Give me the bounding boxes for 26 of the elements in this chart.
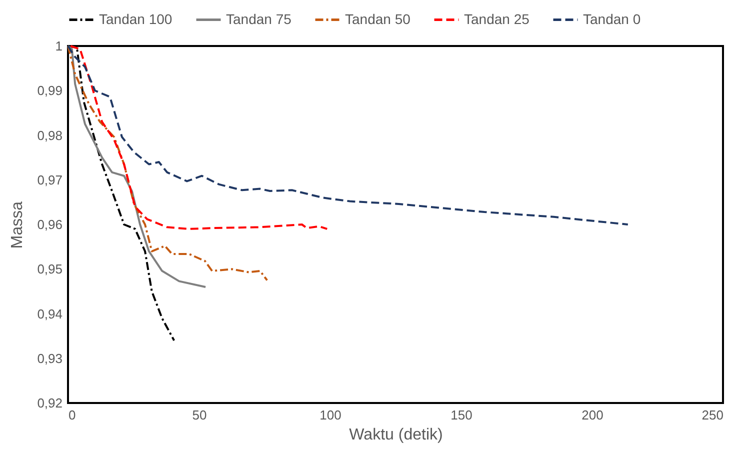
y-tick-label: 0,98 <box>37 128 62 143</box>
line-series <box>67 45 207 288</box>
y-tick-label: 0,95 <box>37 262 62 277</box>
x-tick-label: 150 <box>450 408 472 422</box>
legend-label: Tandan 100 <box>99 10 172 27</box>
x-tick-label: 50 <box>192 408 207 422</box>
x-axis-title: Waktu (detik) <box>349 426 443 444</box>
y-tick-label: 0,99 <box>37 83 62 98</box>
x-tick-label: 0 <box>68 408 76 422</box>
legend-label: Tandan 0 <box>583 10 641 27</box>
y-axis-title: Massa <box>9 201 26 249</box>
legend-label: Tandan 25 <box>464 10 530 27</box>
x-tick-label: 100 <box>320 408 342 422</box>
legend-label: Tandan 50 <box>345 10 411 27</box>
y-tick-label: 0,97 <box>37 172 62 188</box>
x-tick-label: 250 <box>702 408 724 422</box>
y-tick-label: 0,93 <box>37 350 62 366</box>
line-series <box>70 45 328 230</box>
legend-label: Tandan 75 <box>226 10 292 27</box>
y-tick-label: 1 <box>55 38 62 54</box>
y-tick-label: 0,94 <box>37 306 62 322</box>
line-series <box>67 45 268 282</box>
y-tick-label: 0,96 <box>37 217 62 232</box>
x-tick-label: 200 <box>582 408 604 422</box>
y-tick-label: 0,92 <box>37 396 62 410</box>
line-series <box>67 45 629 226</box>
